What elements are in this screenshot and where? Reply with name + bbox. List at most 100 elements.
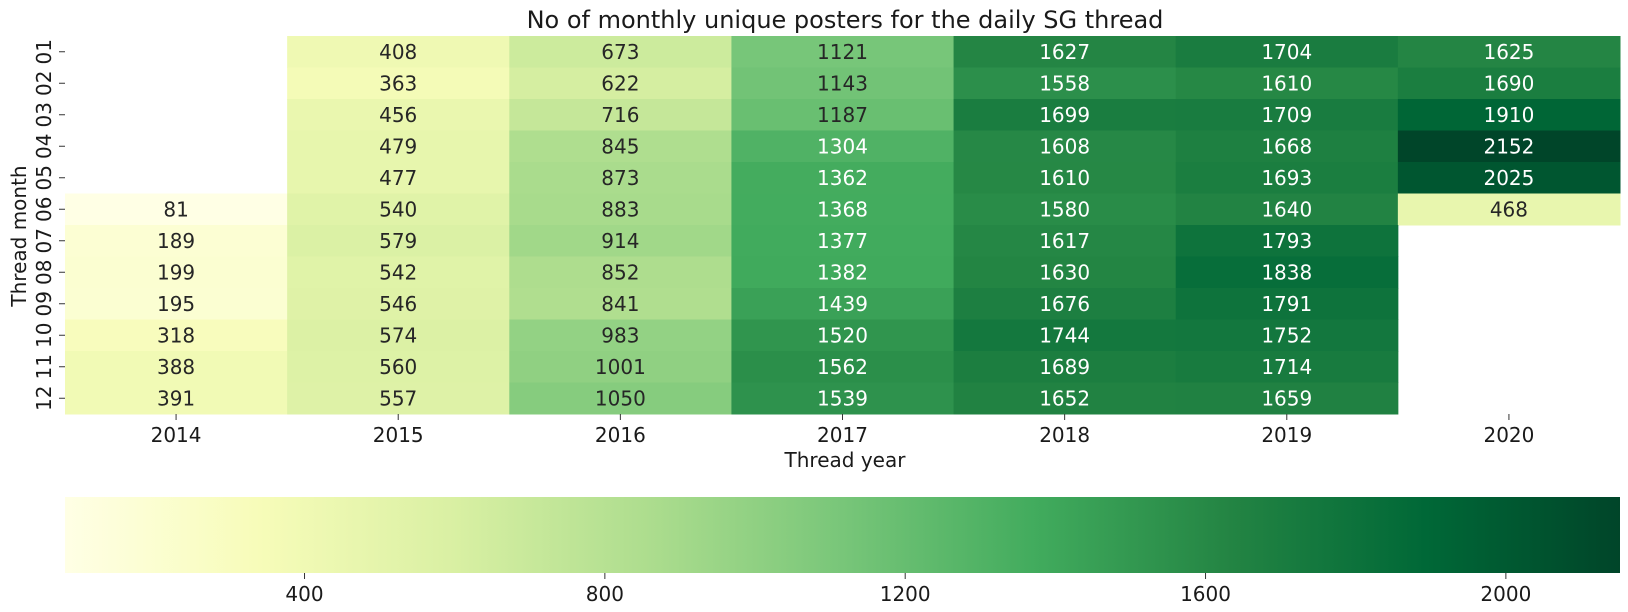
cell-value-label: 1001 xyxy=(595,355,646,379)
cell-value-label: 1377 xyxy=(817,229,868,253)
heatmap-cells: 408 673 1121 1627 1704 1625 363 622 1143 1558 1610… xyxy=(65,36,1621,415)
colorbar-tick-label: 2000 xyxy=(1480,582,1531,606)
heatmap-cell xyxy=(287,99,510,131)
heatmap-cell xyxy=(509,288,732,320)
heatmap-cell xyxy=(65,193,288,226)
cell-value-label: 1382 xyxy=(817,260,868,284)
heatmap-cell xyxy=(1175,130,1399,163)
heatmap-cell xyxy=(509,130,732,163)
cell-value-label: 560 xyxy=(379,355,417,379)
heatmap-cell xyxy=(731,36,955,68)
y-tick-label: 12 xyxy=(32,386,56,411)
x-tick-label: 2017 xyxy=(817,423,868,447)
y-tick-label: 08 xyxy=(32,260,56,285)
cell-value-label: 883 xyxy=(601,197,639,221)
heatmap-cell xyxy=(731,67,955,100)
cell-value-label: 1791 xyxy=(1261,292,1312,316)
heatmap-cell xyxy=(1397,193,1621,226)
cell-value-label: 1608 xyxy=(1039,134,1090,158)
y-axis-ticks: 01 02 03 04 05 06 07 08 09 10 11 12 xyxy=(32,39,65,411)
y-tick-label: 07 xyxy=(32,228,56,253)
cell-value-label: 1610 xyxy=(1261,71,1312,95)
cell-value-label: 1689 xyxy=(1039,355,1090,379)
cell-value-label: 1539 xyxy=(817,386,868,410)
heatmap-cell xyxy=(1175,99,1399,131)
cell-value-label: 622 xyxy=(601,71,639,95)
cell-value-label: 2152 xyxy=(1483,134,1534,158)
cell-value-label: 189 xyxy=(157,229,195,253)
colorbar-tick-label: 800 xyxy=(586,582,624,606)
x-tick-label: 2016 xyxy=(595,423,646,447)
heatmap-cell xyxy=(287,319,510,352)
x-tick-label: 2019 xyxy=(1261,423,1312,447)
x-tick-label: 2014 xyxy=(151,423,202,447)
heatmap-cell xyxy=(509,67,732,100)
heatmap-cell xyxy=(509,351,732,383)
cell-value-label: 1520 xyxy=(817,323,868,347)
cell-value-label: 1617 xyxy=(1039,229,1090,253)
y-axis-label: Thread month xyxy=(7,165,31,307)
heatmap-cell xyxy=(731,351,955,383)
heatmap-cell xyxy=(953,351,1177,383)
heatmap-cell xyxy=(1397,67,1621,100)
cell-value-label: 841 xyxy=(601,292,639,316)
heatmap-cell xyxy=(731,130,955,163)
cell-value-label: 468 xyxy=(1490,197,1528,221)
heatmap-cell xyxy=(65,288,288,320)
cell-value-label: 1752 xyxy=(1261,323,1312,347)
cell-value-label: 199 xyxy=(157,260,195,284)
heatmap-cell xyxy=(731,99,955,131)
heatmap-cell xyxy=(953,99,1177,131)
cell-value-label: 1659 xyxy=(1261,386,1312,410)
y-tick-label: 10 xyxy=(32,323,56,348)
cell-value-label: 1640 xyxy=(1261,197,1312,221)
cell-value-label: 1838 xyxy=(1261,260,1312,284)
heatmap-cell xyxy=(509,256,732,289)
heatmap-cell xyxy=(731,382,955,415)
heatmap-cell xyxy=(509,99,732,131)
y-tick-label: 06 xyxy=(32,197,56,222)
heatmap-cell xyxy=(287,256,510,289)
heatmap-cell xyxy=(953,256,1177,289)
cell-value-label: 557 xyxy=(379,386,417,410)
y-tick-label: 04 xyxy=(32,134,56,159)
heatmap-cell xyxy=(65,319,288,352)
x-tick-label: 2020 xyxy=(1483,423,1534,447)
cell-value-label: 456 xyxy=(379,103,417,127)
heatmap-cell xyxy=(731,288,955,320)
cell-value-label: 1630 xyxy=(1039,260,1090,284)
heatmap-cell xyxy=(731,319,955,352)
cell-value-label: 1714 xyxy=(1261,355,1312,379)
heatmap-cell xyxy=(65,256,288,289)
heatmap-cell xyxy=(1397,162,1621,194)
heatmap-cell xyxy=(287,193,510,226)
cell-value-label: 845 xyxy=(601,134,639,158)
cell-value-label: 716 xyxy=(601,103,639,127)
heatmap-cell xyxy=(731,256,955,289)
heatmap-cell xyxy=(1175,256,1399,289)
cell-value-label: 1910 xyxy=(1483,103,1534,127)
heatmap-cell xyxy=(953,67,1177,100)
heatmap-cell xyxy=(953,193,1177,226)
x-axis-label: Thread year xyxy=(784,448,907,472)
cell-value-label: 914 xyxy=(601,229,639,253)
cell-value-label: 391 xyxy=(157,386,195,410)
cell-value-label: 1793 xyxy=(1261,229,1312,253)
heatmap-cell xyxy=(1175,319,1399,352)
heatmap-cell xyxy=(953,36,1177,68)
colorbar-tick-label: 400 xyxy=(285,582,323,606)
cell-value-label: 542 xyxy=(379,260,417,284)
heatmap-cell xyxy=(287,351,510,383)
heatmap-cell xyxy=(953,225,1177,257)
cell-value-label: 1668 xyxy=(1261,134,1312,158)
heatmap-cell xyxy=(287,162,510,194)
cell-value-label: 1627 xyxy=(1039,40,1090,64)
heatmap-cell xyxy=(509,36,732,68)
cell-value-label: 1709 xyxy=(1261,103,1312,127)
heatmap-cell xyxy=(1397,130,1621,163)
heatmap-cell xyxy=(509,319,732,352)
heatmap-cell xyxy=(1397,36,1621,68)
heatmap-cell xyxy=(287,130,510,163)
cell-value-label: 408 xyxy=(379,40,417,64)
cell-value-label: 1580 xyxy=(1039,197,1090,221)
